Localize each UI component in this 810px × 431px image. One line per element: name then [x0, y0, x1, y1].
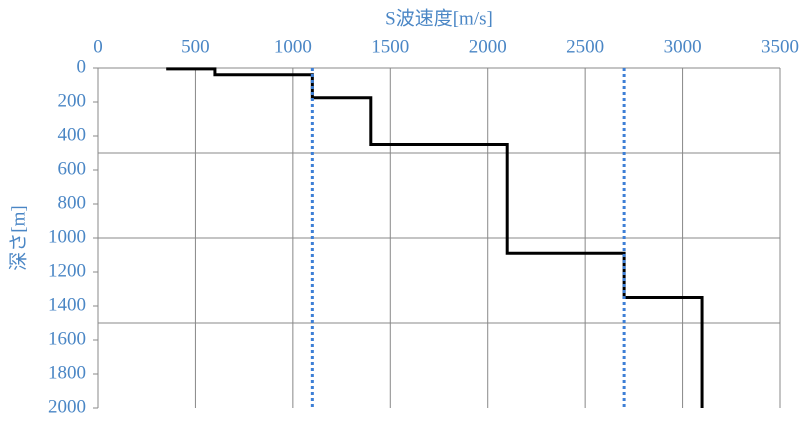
x-tick-label: 3500 — [761, 36, 799, 57]
y-tick-label: 600 — [58, 158, 87, 179]
y-tick-label: 400 — [58, 124, 87, 145]
chart-title: S波速度[m/s] — [385, 7, 493, 29]
x-tick-label: 500 — [181, 36, 210, 57]
y-axis-title: 深さ[m] — [7, 205, 29, 270]
y-tick-label: 1200 — [48, 260, 86, 281]
x-tick-label: 3000 — [664, 36, 702, 57]
y-tick-label: 800 — [58, 192, 87, 213]
x-tick-label: 1000 — [274, 36, 312, 57]
y-tick-label: 1800 — [48, 362, 86, 383]
x-tick-label: 0 — [93, 36, 103, 57]
y-tick-label: 2000 — [48, 396, 86, 417]
y-tick-label: 200 — [58, 90, 87, 111]
y-tick-label: 0 — [77, 56, 87, 77]
x-tick-label: 2000 — [469, 36, 507, 57]
y-tick-label: 1400 — [48, 294, 86, 315]
y-tick-label: 1600 — [48, 328, 86, 349]
x-tick-label: 2500 — [566, 36, 604, 57]
x-tick-label: 1500 — [371, 36, 409, 57]
y-tick-label: 1000 — [48, 226, 86, 247]
